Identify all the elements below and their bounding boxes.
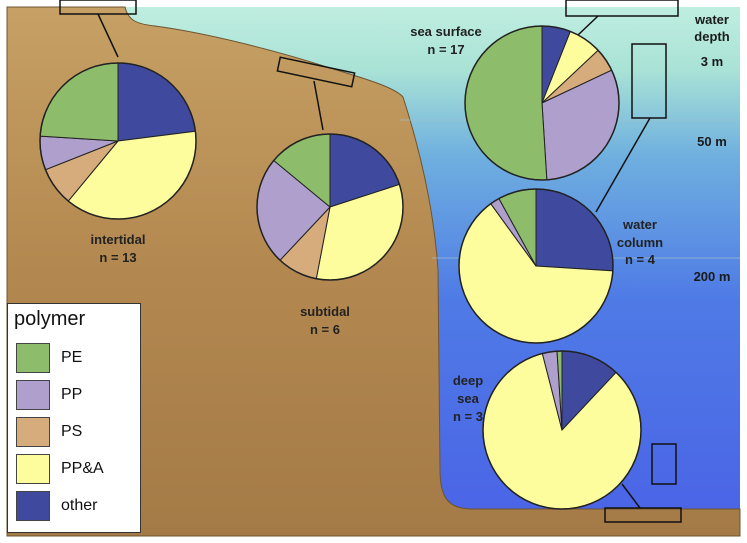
legend-swatch-ps	[16, 417, 50, 447]
legend-label-pe: PE	[61, 349, 83, 366]
pie-subtidal	[256, 133, 404, 281]
n-water-column: n = 4	[625, 252, 656, 267]
sampler-deep-sea-floor	[604, 507, 682, 523]
pie-outline-subtidal	[256, 133, 404, 281]
legend-label-ppa: PP&A	[61, 460, 104, 477]
samplers	[59, 0, 682, 523]
sampler-deep-sea	[651, 443, 677, 485]
legend-swatch-other	[16, 491, 50, 521]
label-intertidal: intertidal	[91, 232, 146, 247]
legend-item-ppa: PP&A	[16, 454, 136, 486]
pie-sea-surface	[464, 25, 620, 181]
legend-label-ps: PS	[61, 423, 83, 440]
pie-outline-deep-sea	[482, 350, 642, 510]
tether-water-column	[595, 117, 651, 213]
legend-swatch-ppa	[16, 454, 50, 484]
legend-title: polymer	[14, 308, 86, 330]
legend-item-pp: PP	[16, 380, 136, 412]
depth-title-line1: water	[694, 12, 729, 27]
pie-water-column	[458, 188, 614, 344]
sampler-sea-surface	[565, 0, 679, 17]
pie-outline-sea-surface	[464, 25, 620, 181]
polymer-legend: polymer PE PP PS PP&A other	[7, 303, 141, 533]
tether-sea-surface	[577, 15, 599, 36]
n-subtidal: n = 6	[310, 322, 340, 337]
depth-tick-200m: 200 m	[694, 269, 731, 284]
tether-intertidal	[97, 13, 119, 58]
legend-label-other: other	[61, 497, 98, 514]
depth-tick-50m: 50 m	[697, 134, 727, 149]
label-subtidal: subtidal	[300, 304, 350, 319]
n-deep-sea: n = 3	[453, 409, 483, 424]
label-water-column-1: water	[622, 217, 657, 232]
pie-outline-intertidal	[39, 62, 197, 220]
label-water-column-2: column	[617, 235, 663, 250]
n-sea-surface: n = 17	[427, 42, 464, 57]
legend-swatch-pe	[16, 343, 50, 373]
label-deep-sea-2: sea	[457, 391, 479, 406]
legend-label-pp: PP	[61, 386, 83, 403]
tether-subtidal	[313, 80, 324, 131]
label-sea-surface: sea surface	[410, 24, 482, 39]
pie-intertidal	[39, 62, 197, 220]
legend-item-ps: PS	[16, 417, 136, 449]
n-intertidal: n = 13	[99, 250, 136, 265]
depth-title-line2: depth	[694, 29, 729, 44]
sampler-water-column	[631, 43, 667, 119]
tether-deep-sea	[621, 483, 641, 509]
sampler-subtidal	[276, 56, 356, 88]
label-deep-sea-1: deep	[453, 373, 483, 388]
pie-deep-sea	[482, 350, 642, 510]
depth-tick-3m: 3 m	[701, 54, 723, 69]
legend-item-other: other	[16, 491, 136, 523]
legend-swatch-pp	[16, 380, 50, 410]
legend-item-pe: PE	[16, 343, 136, 375]
pie-outline-water-column	[458, 188, 614, 344]
